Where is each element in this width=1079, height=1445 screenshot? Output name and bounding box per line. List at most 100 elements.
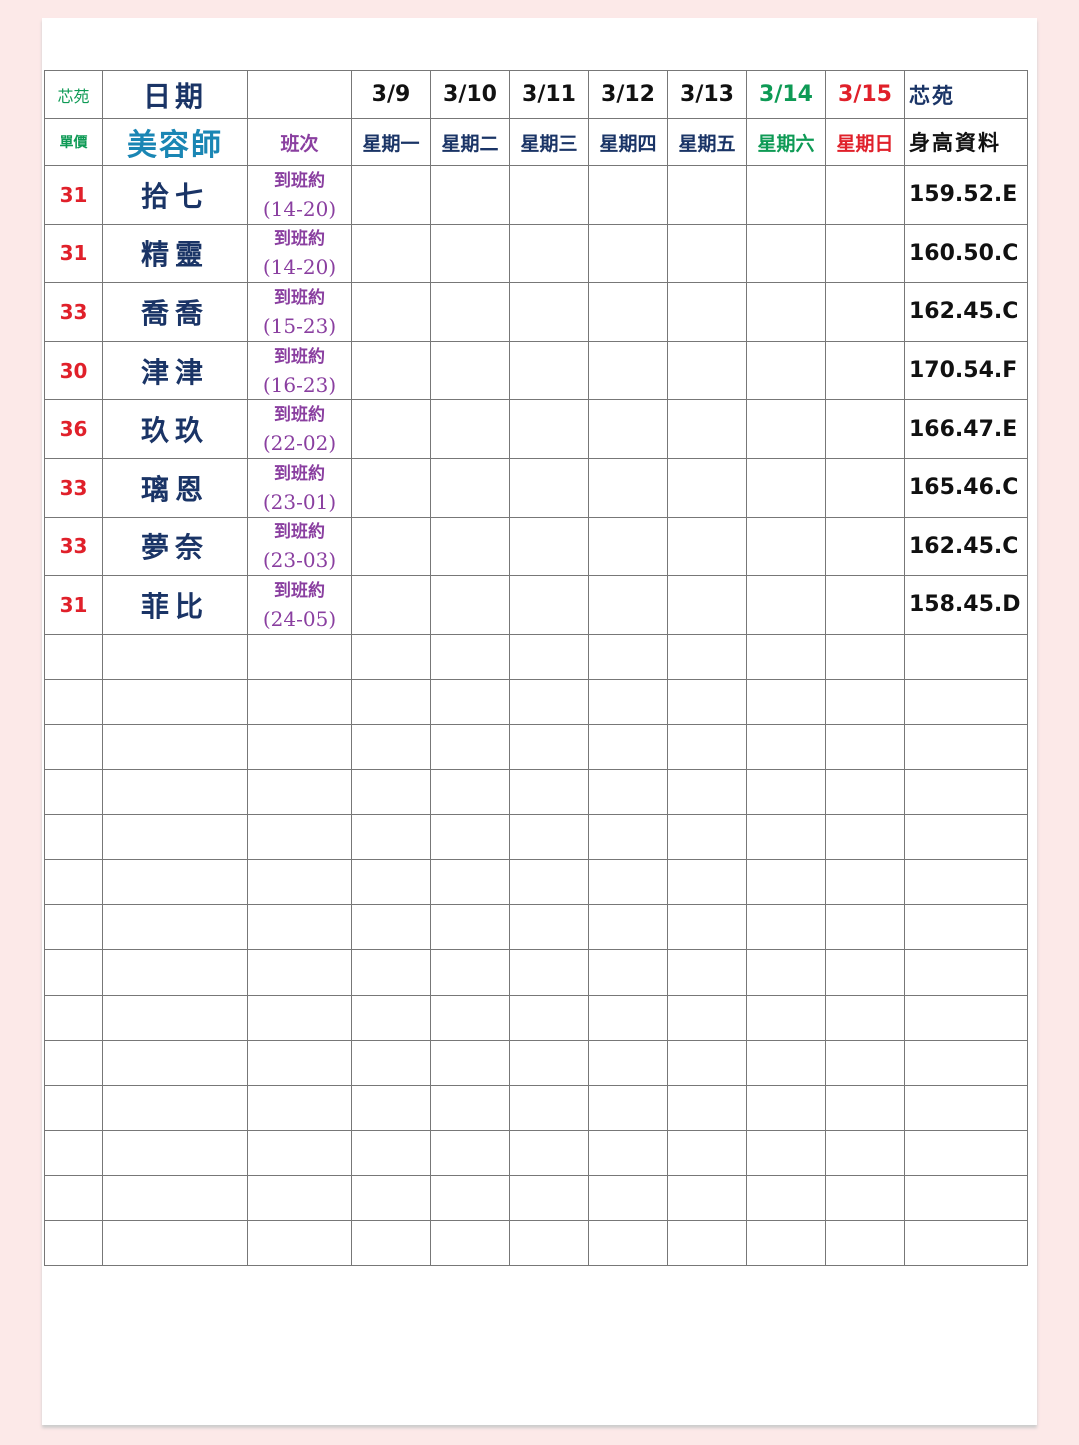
schedule-cell[interactable] xyxy=(351,457,431,518)
schedule-cell[interactable] xyxy=(351,223,431,284)
empty-cell[interactable] xyxy=(247,1039,352,1086)
schedule-cell[interactable] xyxy=(667,457,747,518)
empty-cell[interactable] xyxy=(44,1174,103,1221)
schedule-cell[interactable] xyxy=(509,399,589,459)
empty-cell[interactable] xyxy=(509,949,589,996)
empty-cell[interactable] xyxy=(102,633,248,680)
empty-cell[interactable] xyxy=(746,633,826,680)
empty-cell[interactable] xyxy=(825,814,905,861)
schedule-cell[interactable] xyxy=(667,165,747,225)
empty-cell[interactable] xyxy=(825,994,905,1041)
empty-cell[interactable] xyxy=(667,1129,747,1176)
empty-cell[interactable] xyxy=(904,678,1028,725)
empty-cell[interactable] xyxy=(351,633,431,680)
empty-cell[interactable] xyxy=(351,1084,431,1131)
empty-cell[interactable] xyxy=(44,769,103,816)
empty-cell[interactable] xyxy=(904,1219,1028,1267)
empty-cell[interactable] xyxy=(44,633,103,680)
empty-cell[interactable] xyxy=(247,1084,352,1131)
schedule-cell[interactable] xyxy=(430,340,510,401)
empty-cell[interactable] xyxy=(904,1084,1028,1131)
empty-cell[interactable] xyxy=(247,949,352,996)
empty-cell[interactable] xyxy=(430,769,510,816)
empty-cell[interactable] xyxy=(247,1219,352,1267)
empty-cell[interactable] xyxy=(825,769,905,816)
empty-cell[interactable] xyxy=(44,814,103,861)
empty-cell[interactable] xyxy=(667,859,747,906)
empty-cell[interactable] xyxy=(351,678,431,725)
empty-cell[interactable] xyxy=(44,678,103,725)
empty-cell[interactable] xyxy=(102,949,248,996)
empty-cell[interactable] xyxy=(247,633,352,680)
empty-cell[interactable] xyxy=(44,1129,103,1176)
empty-cell[interactable] xyxy=(102,723,248,771)
empty-cell[interactable] xyxy=(746,1174,826,1221)
empty-cell[interactable] xyxy=(430,949,510,996)
schedule-cell[interactable] xyxy=(509,340,589,401)
empty-cell[interactable] xyxy=(904,769,1028,816)
empty-cell[interactable] xyxy=(430,994,510,1041)
schedule-cell[interactable] xyxy=(667,340,747,401)
empty-cell[interactable] xyxy=(351,723,431,771)
schedule-cell[interactable] xyxy=(509,457,589,518)
empty-cell[interactable] xyxy=(430,1219,510,1267)
empty-cell[interactable] xyxy=(509,904,589,951)
schedule-cell[interactable] xyxy=(351,575,431,635)
schedule-cell[interactable] xyxy=(430,575,510,635)
empty-cell[interactable] xyxy=(746,949,826,996)
empty-cell[interactable] xyxy=(746,814,826,861)
schedule-cell[interactable] xyxy=(667,282,747,342)
schedule-cell[interactable] xyxy=(825,575,905,635)
empty-cell[interactable] xyxy=(825,723,905,771)
schedule-cell[interactable] xyxy=(825,165,905,225)
empty-cell[interactable] xyxy=(904,1174,1028,1221)
schedule-cell[interactable] xyxy=(588,399,668,459)
empty-cell[interactable] xyxy=(667,814,747,861)
schedule-cell[interactable] xyxy=(667,223,747,284)
empty-cell[interactable] xyxy=(247,814,352,861)
empty-cell[interactable] xyxy=(588,814,668,861)
empty-cell[interactable] xyxy=(667,1219,747,1267)
schedule-cell[interactable] xyxy=(509,223,589,284)
empty-cell[interactable] xyxy=(588,1039,668,1086)
empty-cell[interactable] xyxy=(746,859,826,906)
empty-cell[interactable] xyxy=(102,678,248,725)
schedule-cell[interactable] xyxy=(430,282,510,342)
empty-cell[interactable] xyxy=(509,1129,589,1176)
empty-cell[interactable] xyxy=(588,949,668,996)
empty-cell[interactable] xyxy=(102,1129,248,1176)
schedule-cell[interactable] xyxy=(667,516,747,577)
empty-cell[interactable] xyxy=(746,678,826,725)
schedule-cell[interactable] xyxy=(825,516,905,577)
schedule-cell[interactable] xyxy=(746,516,826,577)
empty-cell[interactable] xyxy=(102,814,248,861)
empty-cell[interactable] xyxy=(588,1219,668,1267)
schedule-cell[interactable] xyxy=(430,516,510,577)
empty-cell[interactable] xyxy=(351,1174,431,1221)
empty-cell[interactable] xyxy=(430,678,510,725)
empty-cell[interactable] xyxy=(904,633,1028,680)
schedule-cell[interactable] xyxy=(509,282,589,342)
empty-cell[interactable] xyxy=(351,859,431,906)
empty-cell[interactable] xyxy=(430,859,510,906)
schedule-cell[interactable] xyxy=(588,575,668,635)
schedule-cell[interactable] xyxy=(588,223,668,284)
schedule-cell[interactable] xyxy=(667,399,747,459)
empty-cell[interactable] xyxy=(247,678,352,725)
empty-cell[interactable] xyxy=(667,904,747,951)
empty-cell[interactable] xyxy=(588,1174,668,1221)
empty-cell[interactable] xyxy=(351,949,431,996)
empty-cell[interactable] xyxy=(102,1219,248,1267)
empty-cell[interactable] xyxy=(904,1129,1028,1176)
empty-cell[interactable] xyxy=(247,723,352,771)
empty-cell[interactable] xyxy=(44,1039,103,1086)
schedule-cell[interactable] xyxy=(746,575,826,635)
schedule-cell[interactable] xyxy=(351,165,431,225)
empty-cell[interactable] xyxy=(746,1084,826,1131)
schedule-cell[interactable] xyxy=(825,340,905,401)
empty-cell[interactable] xyxy=(351,769,431,816)
empty-cell[interactable] xyxy=(667,1039,747,1086)
empty-cell[interactable] xyxy=(509,723,589,771)
empty-cell[interactable] xyxy=(509,769,589,816)
schedule-cell[interactable] xyxy=(430,165,510,225)
